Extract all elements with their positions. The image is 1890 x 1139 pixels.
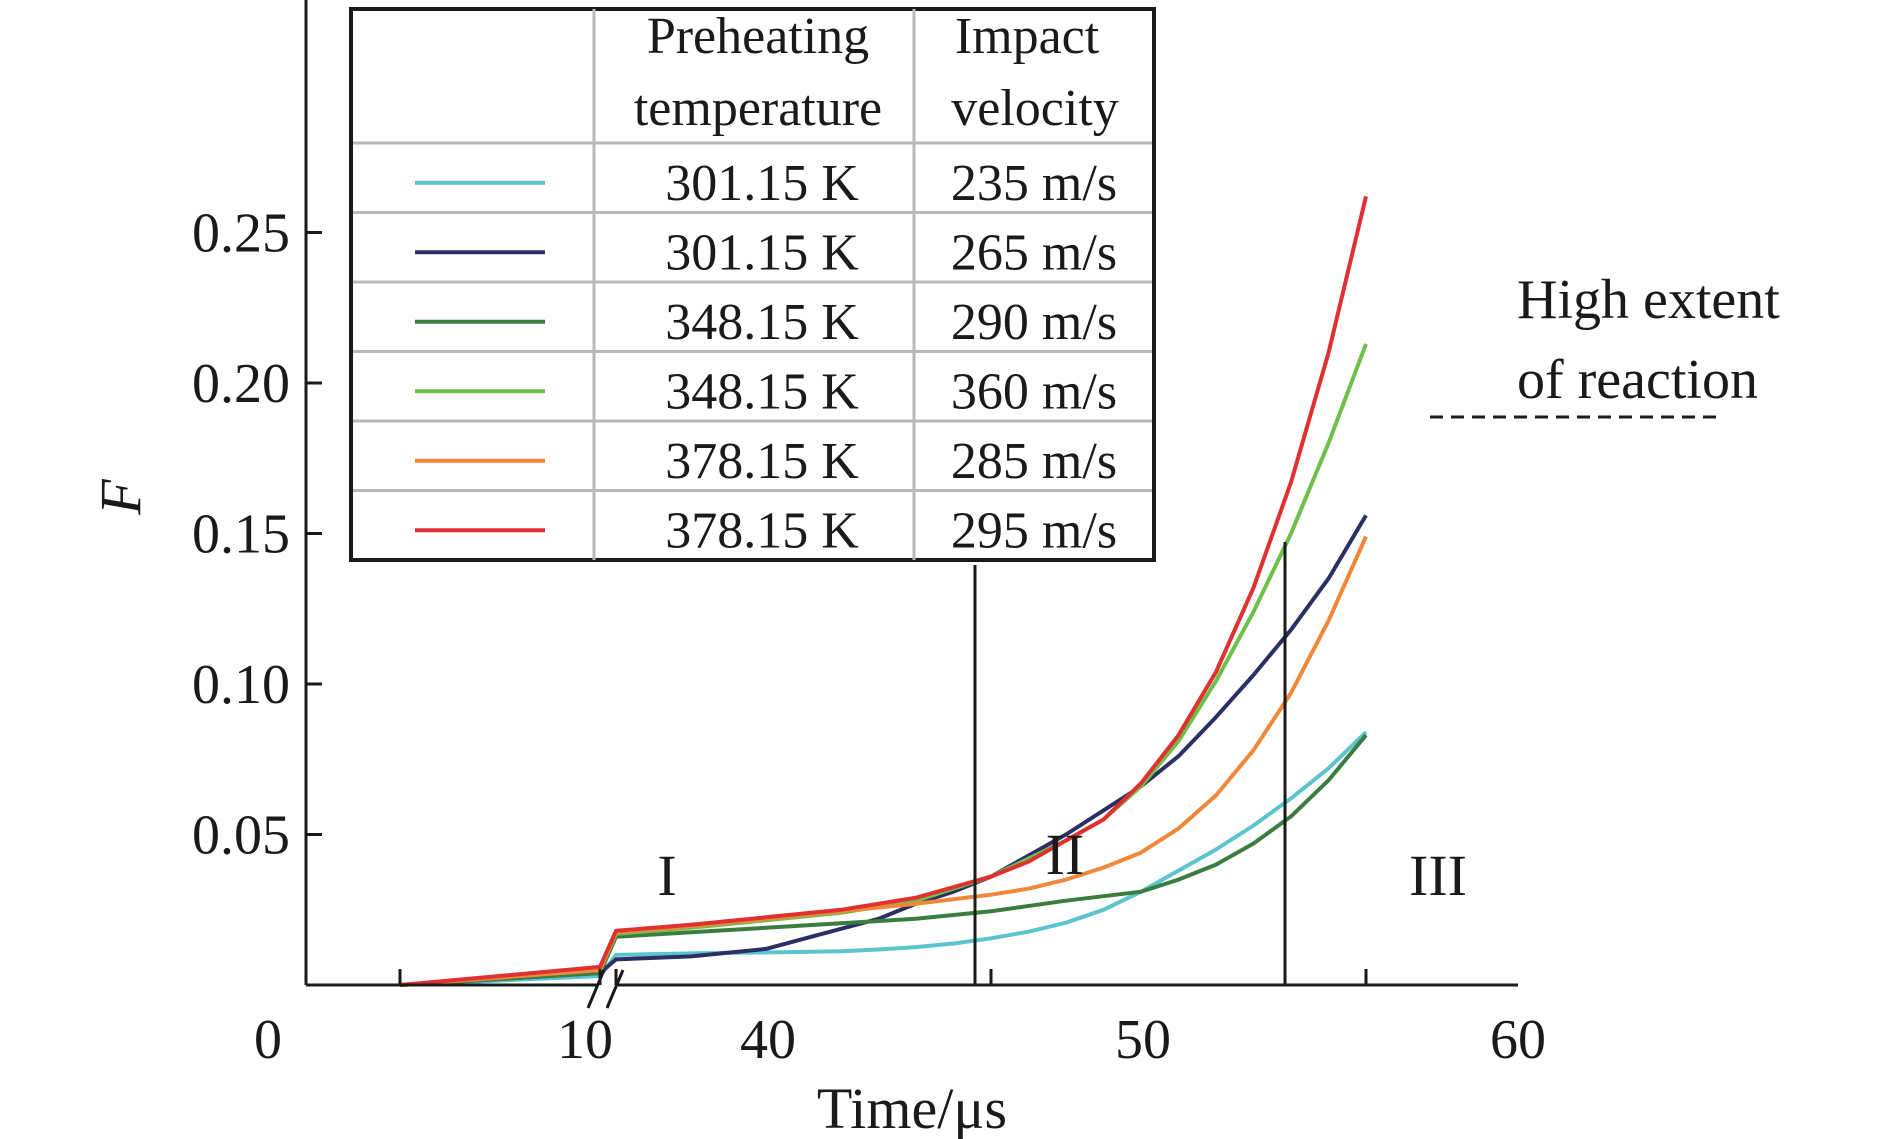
legend-rows: 301.15 K 235 m/s 301.15 K 265 m/s 348.15 K 29… [415, 155, 1117, 559]
y-tick-label: 0.05 [192, 805, 290, 867]
legend-temperature: 301.15 K [665, 155, 859, 212]
legend-temperature: 348.15 K [665, 363, 859, 420]
legend-temperature: 301.15 K [665, 224, 859, 281]
x-tick-label: 50 [1115, 1009, 1171, 1071]
legend-velocity: 265 m/s [951, 224, 1117, 281]
legend-velocity: 295 m/s [951, 502, 1117, 559]
legend-row-rules [353, 211, 1152, 492]
y-ticks: 0.05 0.10 0.15 0.20 0.25 [192, 203, 322, 867]
x-tick-label: 60 [1490, 1009, 1546, 1071]
region-label-2: II [1046, 822, 1085, 887]
x-tick-label: 0 [254, 1009, 282, 1071]
legend-temperature: 348.15 K [665, 294, 859, 351]
legend-frame [349, 7, 1156, 562]
legend-header-temp-1: Preheating [647, 8, 869, 65]
annotation: High extent of reaction [1430, 269, 1780, 419]
plot-layer [399, 195, 1368, 987]
legend: Preheating temperature Impact velocity 3… [349, 7, 1156, 562]
region-label-3: III [1409, 843, 1467, 908]
y-axis-title: F [88, 479, 153, 516]
regions: I II III [657, 542, 1467, 985]
series-line-1 [399, 730, 1368, 987]
y-tick-label: 0.25 [192, 203, 290, 265]
legend-velocity: 360 m/s [951, 363, 1117, 420]
x-tick-label: 40 [740, 1009, 796, 1071]
legend-velocity: 290 m/s [951, 294, 1117, 351]
series-line-2 [399, 514, 1368, 987]
legend-header-vel-1: Impact [955, 8, 1100, 65]
x-axis-title: Time/μs [817, 1076, 1007, 1139]
legend-temperature: 378.15 K [665, 433, 859, 490]
legend-header-vel-2: velocity [951, 80, 1119, 137]
annotation-line-1: High extent [1517, 269, 1780, 331]
legend-velocity: 235 m/s [951, 155, 1117, 212]
axis-break-mark-2 [605, 969, 625, 1009]
y-tick-label: 0.20 [192, 353, 290, 415]
series-line-6 [399, 195, 1368, 987]
y-tick-label: 0.15 [192, 504, 290, 566]
series-line-3 [399, 733, 1368, 987]
legend-velocity: 285 m/s [951, 433, 1117, 490]
x-ticks: 0 10 40 50 60 [254, 969, 1546, 1071]
x-tick-label: 10 [557, 1009, 613, 1071]
legend-header-temp-2: temperature [634, 80, 882, 137]
annotation-line-2: of reaction [1517, 349, 1758, 411]
legend-temperature: 378.15 K [665, 502, 859, 559]
y-tick-label: 0.10 [192, 654, 290, 716]
region-label-1: I [657, 843, 676, 908]
